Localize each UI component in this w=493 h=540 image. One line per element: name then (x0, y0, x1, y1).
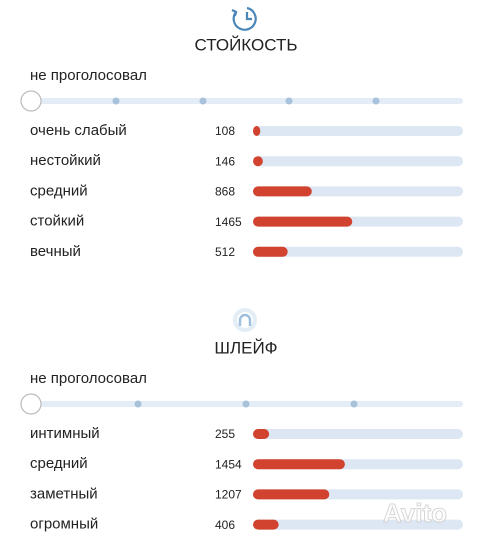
bar (253, 519, 279, 530)
bar (253, 156, 263, 167)
watermark: Avito (383, 498, 447, 528)
slider-dot (134, 400, 142, 408)
section-title: СТОЙКОСТЬ (195, 35, 298, 54)
slider-dot (242, 400, 250, 408)
bar (253, 216, 353, 227)
row-label: интимный (30, 425, 100, 442)
row-count: 406 (215, 518, 235, 532)
bar (253, 186, 312, 197)
bar (253, 489, 330, 500)
slider-track (30, 98, 463, 104)
row-label: огромный (30, 516, 98, 533)
slider-knob[interactable] (20, 90, 42, 112)
slider-dot (285, 97, 293, 105)
row-count: 868 (215, 185, 235, 199)
row-count: 108 (215, 124, 235, 138)
row-label: вечный (30, 243, 81, 260)
bar-track (253, 126, 463, 136)
bar (253, 459, 345, 470)
row-count: 255 (215, 427, 235, 441)
icon-clock (231, 6, 257, 31)
row-count: 1465 (215, 215, 242, 229)
row-label: заметный (30, 485, 98, 502)
row-count: 1454 (215, 457, 242, 471)
row-label: средний (30, 455, 88, 472)
row-label: нестойкий (30, 152, 101, 169)
bar-track (253, 519, 463, 530)
slider-dot (199, 97, 207, 105)
unvoted-label: не проголосовал (30, 370, 147, 387)
bar-track (253, 246, 463, 257)
icon-trail (233, 308, 257, 332)
row-label: средний (30, 182, 88, 199)
row-count: 512 (215, 245, 235, 259)
bar (253, 126, 261, 136)
bar-track (253, 429, 463, 439)
slider-knob[interactable] (20, 393, 42, 415)
row-count: 1207 (215, 488, 242, 502)
section-title: ШЛЕЙФ (214, 338, 277, 357)
bar (253, 429, 270, 439)
row-count: 146 (215, 154, 235, 168)
slider-dot (372, 97, 380, 105)
row-label: стойкий (30, 213, 84, 230)
row-label: очень слабый (30, 122, 127, 139)
unvoted-label: не проголосовал (30, 67, 147, 84)
slider-dot (350, 400, 358, 408)
slider-dot (112, 97, 120, 105)
bar (253, 246, 288, 257)
bar-track (253, 156, 463, 167)
